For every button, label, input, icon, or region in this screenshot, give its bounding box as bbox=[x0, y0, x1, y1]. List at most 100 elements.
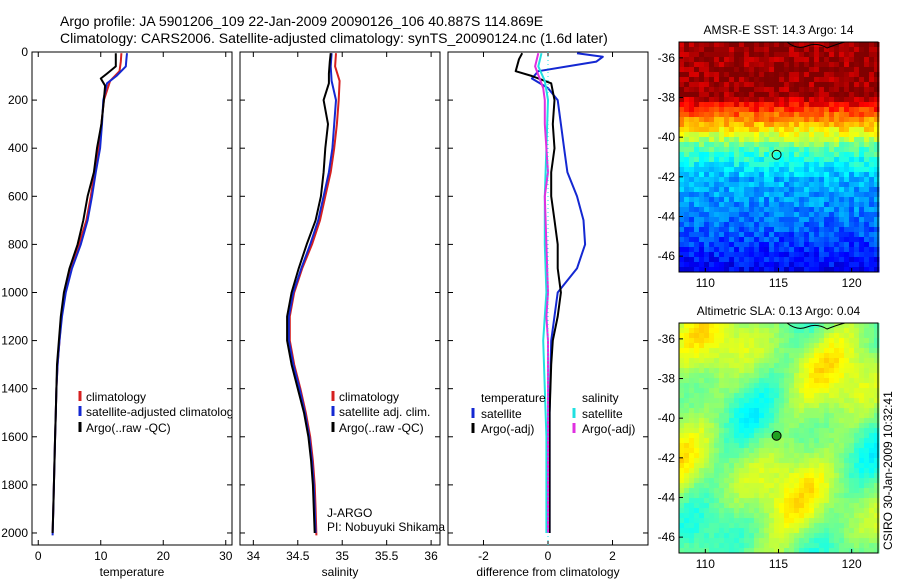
map-cell bbox=[874, 503, 880, 509]
map-cell bbox=[759, 72, 765, 78]
map-cell bbox=[824, 152, 830, 158]
map-cell bbox=[684, 473, 690, 479]
map-cell bbox=[769, 262, 775, 268]
map-cell bbox=[834, 538, 840, 544]
map-cell bbox=[864, 212, 870, 218]
map-cell bbox=[704, 543, 710, 549]
map-cell bbox=[789, 72, 795, 78]
map-cell bbox=[829, 232, 835, 238]
map-cell bbox=[764, 408, 770, 414]
map-cell bbox=[799, 67, 805, 73]
map-cell bbox=[734, 443, 740, 449]
map-cell bbox=[854, 62, 860, 68]
map-cell bbox=[849, 328, 855, 334]
map-cell bbox=[759, 368, 765, 374]
map-cell bbox=[854, 127, 860, 133]
map-cell bbox=[764, 152, 770, 158]
map-cell bbox=[859, 388, 865, 394]
map-cell bbox=[824, 493, 830, 499]
map-cell bbox=[679, 142, 685, 148]
map-cell bbox=[854, 388, 860, 394]
map-cell bbox=[849, 518, 855, 524]
map-cell bbox=[679, 187, 685, 193]
map-cell bbox=[729, 403, 735, 409]
map-cell bbox=[869, 147, 875, 153]
map-cell bbox=[719, 388, 725, 394]
map-cell bbox=[724, 52, 730, 58]
map-cell bbox=[814, 157, 820, 163]
map-cell bbox=[829, 453, 835, 459]
map-cell bbox=[789, 388, 795, 394]
map-cell bbox=[719, 488, 725, 494]
map-cell bbox=[824, 443, 830, 449]
map-cell bbox=[769, 403, 775, 409]
map-cell bbox=[764, 513, 770, 519]
map-cell bbox=[769, 237, 775, 243]
map-cell bbox=[809, 528, 815, 534]
map-cell bbox=[724, 428, 730, 434]
map-cell bbox=[689, 247, 695, 253]
map-cell bbox=[739, 42, 745, 48]
map-cell bbox=[714, 247, 720, 253]
map-cell bbox=[859, 207, 865, 213]
map-cell bbox=[859, 172, 865, 178]
map-cell bbox=[844, 403, 850, 409]
map-cell bbox=[779, 408, 785, 414]
map-cell bbox=[724, 523, 730, 529]
map-cell bbox=[829, 528, 835, 534]
map-cell bbox=[854, 543, 860, 549]
map-cell bbox=[809, 132, 815, 138]
map-cell bbox=[704, 217, 710, 223]
map-cell bbox=[744, 267, 750, 273]
map-cell bbox=[754, 473, 760, 479]
map-cell bbox=[794, 92, 800, 98]
map-cell bbox=[859, 77, 865, 83]
map-cell bbox=[769, 358, 775, 364]
map-cell bbox=[739, 122, 745, 128]
map-cell bbox=[779, 433, 785, 439]
map-cell bbox=[749, 483, 755, 489]
map-cell bbox=[839, 368, 845, 374]
map-cell bbox=[764, 503, 770, 509]
map-cell bbox=[739, 127, 745, 133]
map-cell bbox=[709, 538, 715, 544]
map-cell bbox=[719, 142, 725, 148]
map-cell bbox=[729, 433, 735, 439]
map-cell bbox=[754, 202, 760, 208]
map-cell bbox=[764, 92, 770, 98]
map-cell bbox=[849, 142, 855, 148]
map-cell bbox=[804, 252, 810, 258]
map-cell bbox=[834, 92, 840, 98]
map-cell bbox=[729, 67, 735, 73]
series-line-argo-raw-qc- bbox=[286, 53, 332, 534]
map-cell bbox=[834, 157, 840, 163]
map-cell bbox=[774, 338, 780, 344]
map-cell bbox=[684, 503, 690, 509]
map-cell bbox=[759, 373, 765, 379]
map-cell bbox=[864, 538, 870, 544]
map-cell bbox=[704, 323, 710, 329]
map-cell bbox=[679, 257, 685, 263]
map-cell bbox=[709, 453, 715, 459]
map-cell bbox=[684, 438, 690, 444]
map-cell bbox=[864, 388, 870, 394]
map-cell bbox=[829, 72, 835, 78]
map-cell bbox=[724, 423, 730, 429]
map-cell bbox=[874, 538, 880, 544]
map-cell bbox=[814, 358, 820, 364]
map-cell bbox=[714, 52, 720, 58]
map-cell bbox=[749, 513, 755, 519]
map-cell bbox=[794, 112, 800, 118]
map-cell bbox=[709, 87, 715, 93]
map-cell bbox=[839, 533, 845, 539]
map-cell bbox=[709, 267, 715, 273]
map-cell bbox=[694, 107, 700, 113]
map-cell bbox=[759, 323, 765, 329]
map-cell bbox=[849, 262, 855, 268]
map-cell bbox=[764, 463, 770, 469]
map-cell bbox=[719, 67, 725, 73]
map-cell bbox=[874, 408, 880, 414]
map-cell bbox=[854, 493, 860, 499]
map-cell bbox=[714, 463, 720, 469]
map-cell bbox=[829, 147, 835, 153]
